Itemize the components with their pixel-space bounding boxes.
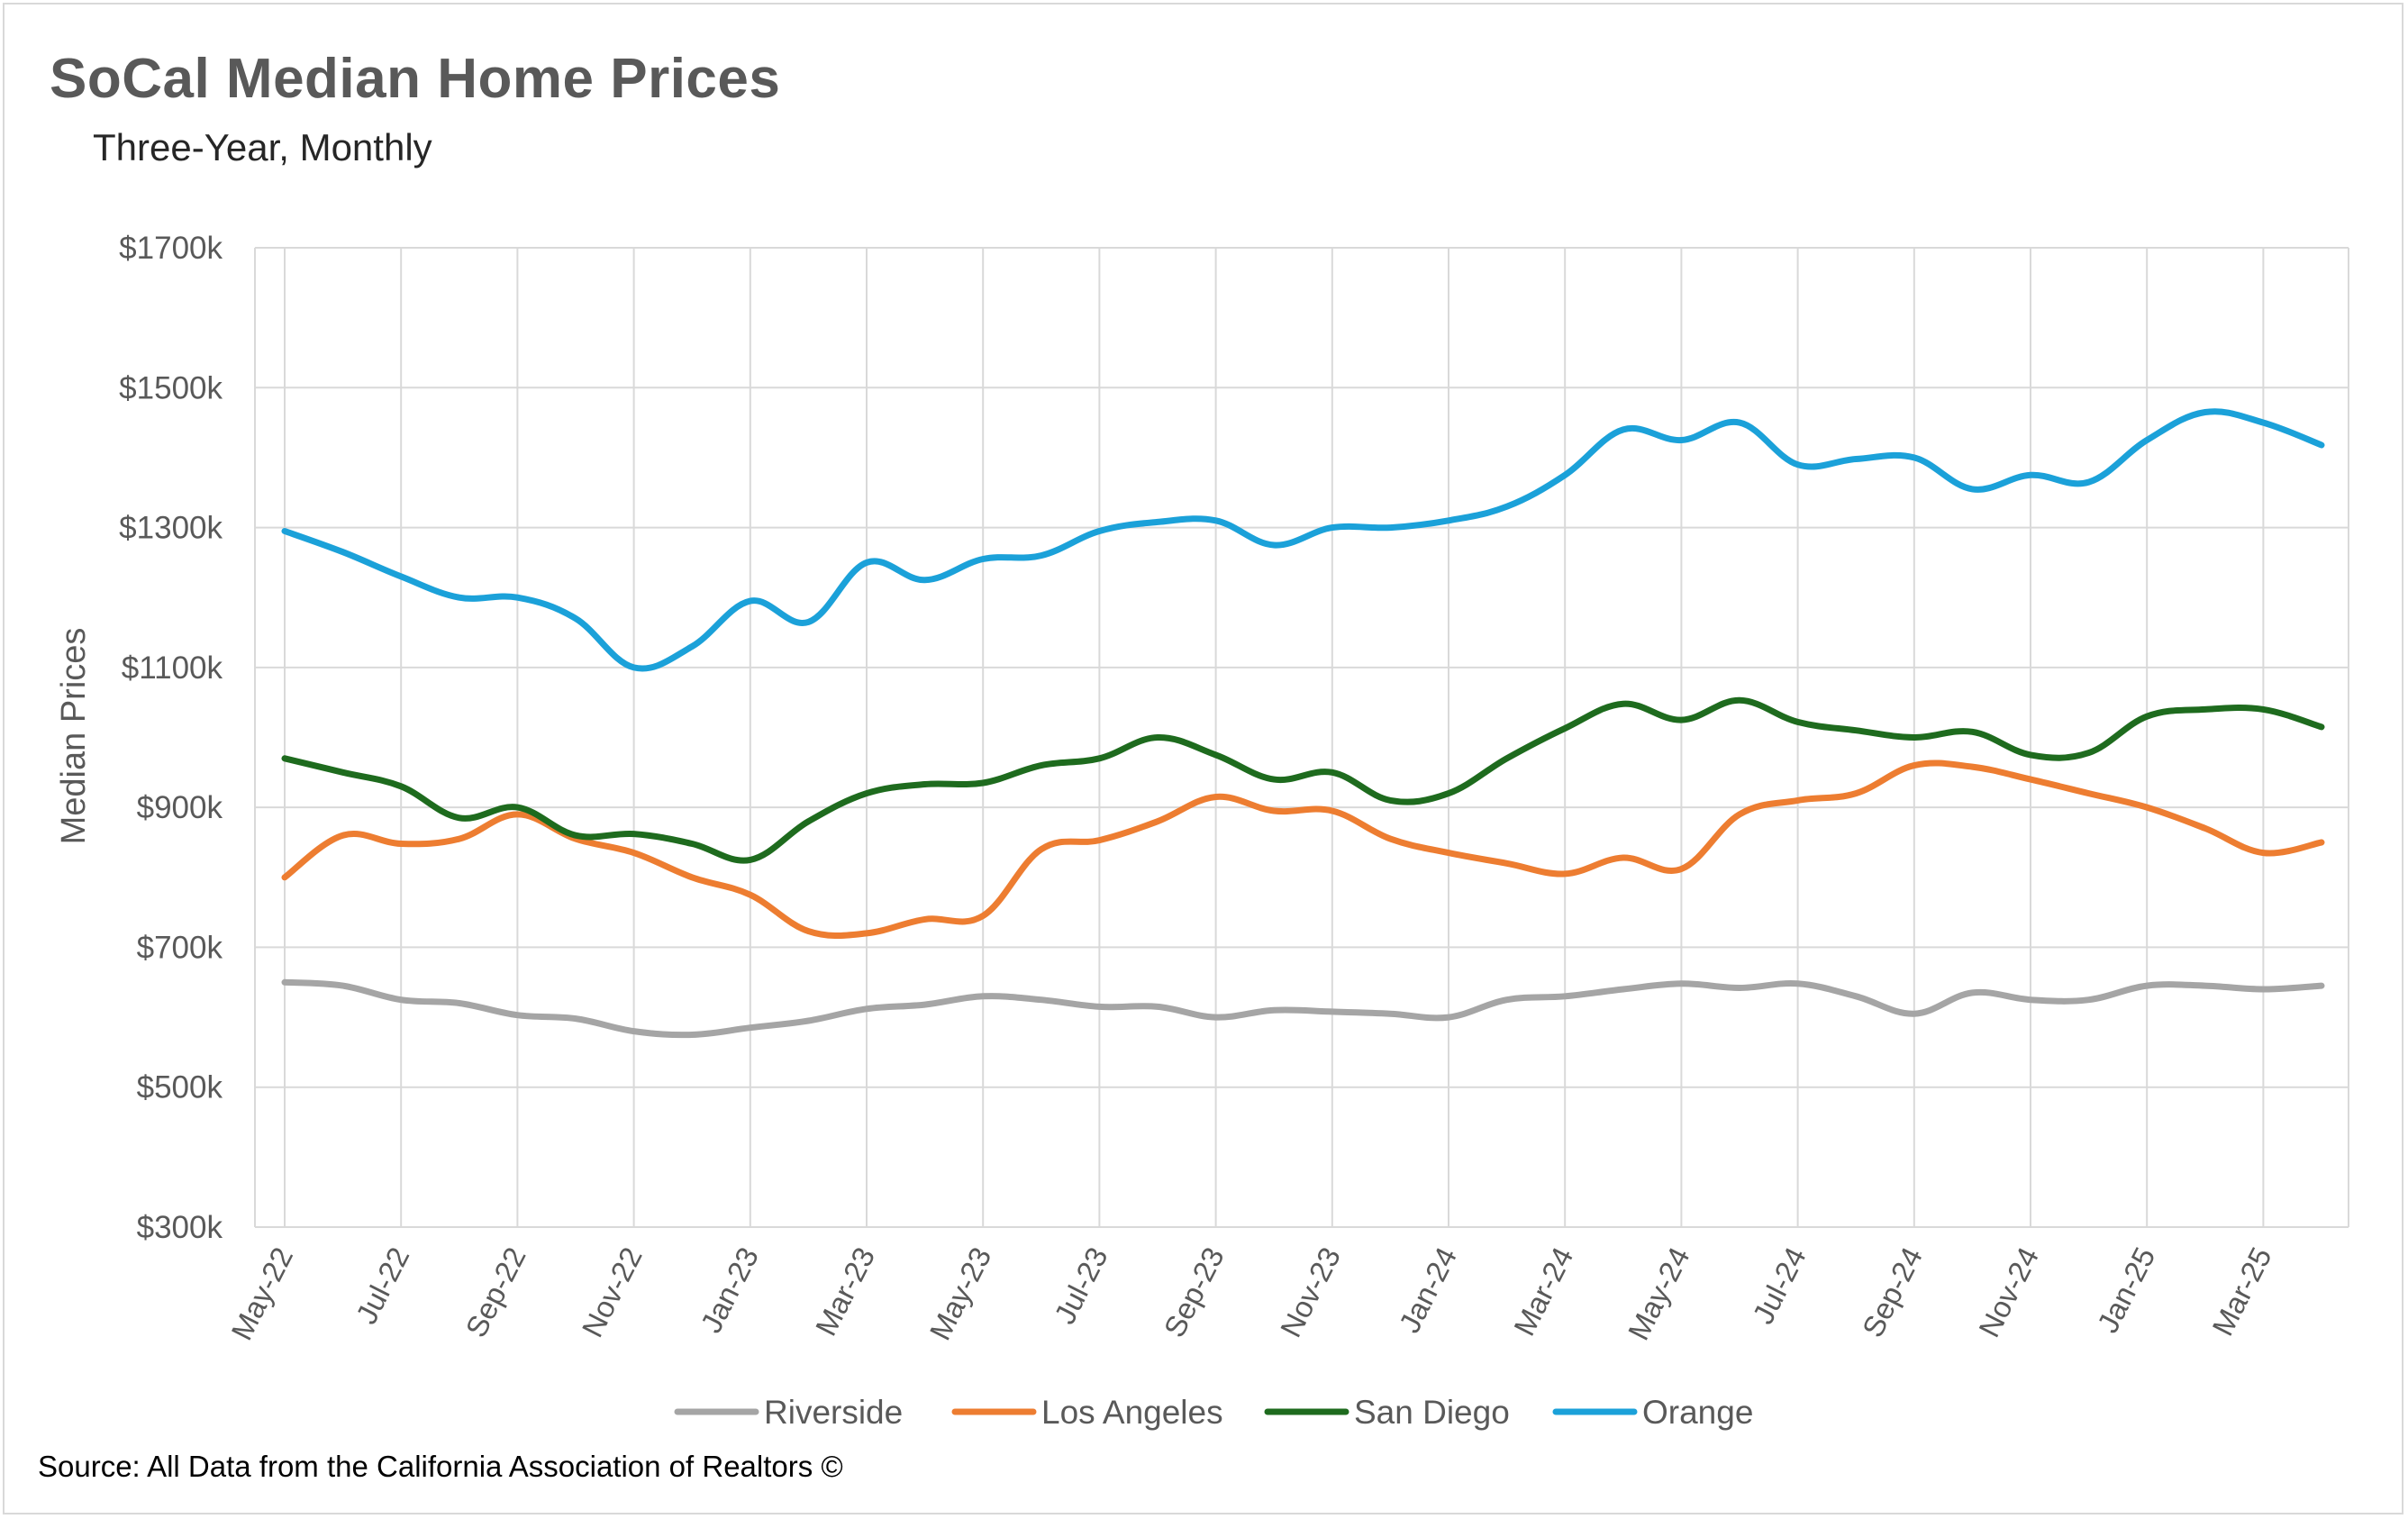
legend-item-los-angeles: Los Angeles (951, 1394, 1223, 1431)
x-tick-label: May-24 (1622, 1242, 1696, 1345)
y-tick-label: $1300k (119, 511, 223, 546)
x-tick-label: Sep-22 (459, 1242, 532, 1342)
x-tick-label: Mar-23 (809, 1242, 881, 1341)
y-tick-label: $300k (137, 1210, 223, 1245)
y-tick-label: $1100k (122, 650, 223, 686)
x-tick-label: Mar-25 (2205, 1242, 2277, 1341)
x-tick-label: Jan-24 (1392, 1242, 1463, 1338)
x-tick-label: Jan-25 (2091, 1242, 2162, 1338)
chart-subtitle: Three-Year, Monthly (93, 126, 432, 168)
y-tick-label: $1700k (119, 231, 223, 266)
legend: Riverside Los Angeles San Diego Orange (674, 1394, 1753, 1431)
series-line-riverside (281, 978, 2325, 1039)
legend-item-riverside: Riverside (674, 1394, 903, 1431)
y-tick-label: $1500k (119, 370, 223, 405)
legend-item-orange: Orange (1552, 1394, 1753, 1431)
y-tick-label: $500k (137, 1070, 223, 1105)
x-tick-label: May-23 (923, 1242, 998, 1345)
legend-item-san-diego: San Diego (1264, 1394, 1510, 1431)
x-tick-label: Jan-23 (694, 1242, 765, 1338)
y-axis-ticks: $300k $500k $700k $900k $1100k $1300k $1500k $1… (119, 231, 223, 1245)
x-tick-label: Nov-22 (576, 1242, 649, 1342)
legend-label: Los Angeles (1041, 1394, 1223, 1431)
y-axis-label: Median Prices (55, 628, 93, 845)
series-line-los-angeles (281, 760, 2325, 940)
legend-label: Riverside (764, 1394, 903, 1431)
x-tick-label: Sep-24 (1856, 1242, 1929, 1342)
y-tick-label: $700k (137, 930, 223, 965)
x-axis-ticks: May-22 Jul-22 Sep-22 Nov-22 Jan-23 Mar-23 May-… (224, 1242, 2277, 1345)
gridlines (254, 247, 2349, 1228)
x-tick-label: Sep-23 (1158, 1242, 1231, 1342)
x-tick-label: Nov-23 (1274, 1242, 1347, 1342)
x-tick-label: Nov-24 (1972, 1242, 2045, 1342)
y-tick-label: $900k (137, 790, 223, 825)
legend-label: San Diego (1354, 1394, 1510, 1431)
x-tick-label: Jul-23 (1048, 1242, 1114, 1329)
chart-frame (3, 3, 2403, 1514)
series-lines (281, 408, 2325, 1039)
x-tick-label: Jul-24 (1746, 1242, 1813, 1329)
x-tick-label: Mar-24 (1507, 1242, 1579, 1341)
chart-title: SoCal Median Home Prices (50, 48, 781, 110)
x-tick-label: May-22 (224, 1242, 299, 1345)
source-note: Source: All Data from the California Ass… (38, 1450, 843, 1483)
legend-label: Orange (1642, 1394, 1753, 1431)
series-line-orange (281, 408, 2325, 672)
x-tick-label: Jul-22 (350, 1242, 416, 1329)
series-line-san-diego (281, 696, 2325, 864)
